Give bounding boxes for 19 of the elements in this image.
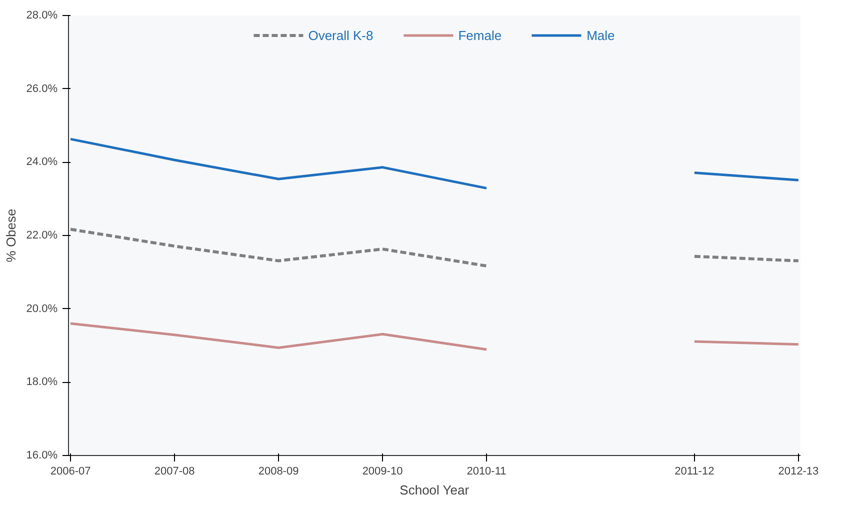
y-tick-label: 18.0% xyxy=(26,376,58,388)
x-tick-label: 2006-07 xyxy=(50,466,91,478)
legend-label: Female xyxy=(458,28,502,42)
y-tick-label: 26.0% xyxy=(26,82,58,95)
y-tick-label: 20.0% xyxy=(26,302,58,315)
y-axis-title: % Obese xyxy=(3,208,18,262)
y-tick-label: 28.0% xyxy=(26,10,58,22)
x-tick-label: 2008-09 xyxy=(258,466,299,478)
y-tick-label: 16.0% xyxy=(26,450,58,462)
y-tick-label: 22.0% xyxy=(26,230,58,242)
legend-label: Overall K-8 xyxy=(308,28,374,42)
x-tick-label: 2009-10 xyxy=(362,466,403,478)
x-tick-label: 2011-12 xyxy=(674,466,714,478)
x-axis-title: School Year xyxy=(400,482,470,498)
x-tick-label: 2007-08 xyxy=(154,466,195,478)
legend-label: Male xyxy=(586,28,615,42)
y-tick-label: 24.0% xyxy=(26,156,58,168)
x-tick-label: 2012-13 xyxy=(778,466,819,478)
x-tick-label: 2010-11 xyxy=(466,466,506,478)
